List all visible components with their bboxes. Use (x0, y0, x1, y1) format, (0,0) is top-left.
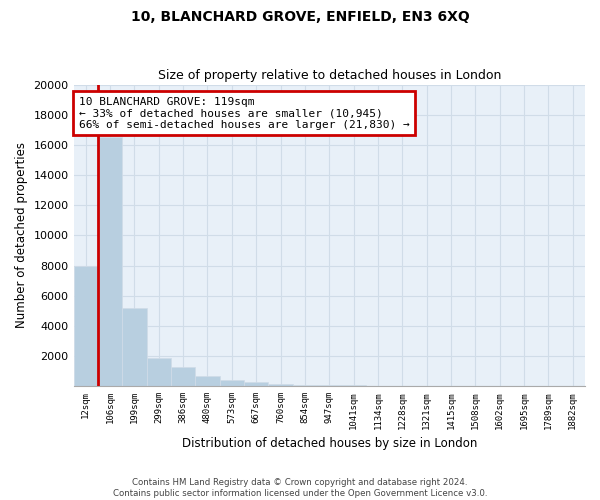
Title: Size of property relative to detached houses in London: Size of property relative to detached ho… (158, 69, 501, 82)
Bar (146, 358, 171, 386)
Bar (74, 266, 98, 386)
Bar (122, 308, 146, 386)
Bar (317, 385, 341, 386)
Bar (171, 366, 196, 386)
X-axis label: Distribution of detached houses by size in London: Distribution of detached houses by size … (182, 437, 477, 450)
Text: Contains HM Land Registry data © Crown copyright and database right 2024.
Contai: Contains HM Land Registry data © Crown c… (113, 478, 487, 498)
Bar (196, 376, 220, 386)
Bar (293, 384, 317, 386)
Text: 10 BLANCHARD GROVE: 119sqm
← 33% of detached houses are smaller (10,945)
66% of : 10 BLANCHARD GROVE: 119sqm ← 33% of deta… (79, 96, 409, 130)
Bar (244, 382, 268, 386)
Text: 10, BLANCHARD GROVE, ENFIELD, EN3 6XQ: 10, BLANCHARD GROVE, ENFIELD, EN3 6XQ (131, 10, 469, 24)
Bar (98, 138, 122, 386)
Bar (220, 380, 244, 386)
Bar (268, 384, 293, 386)
Y-axis label: Number of detached properties: Number of detached properties (15, 142, 28, 328)
